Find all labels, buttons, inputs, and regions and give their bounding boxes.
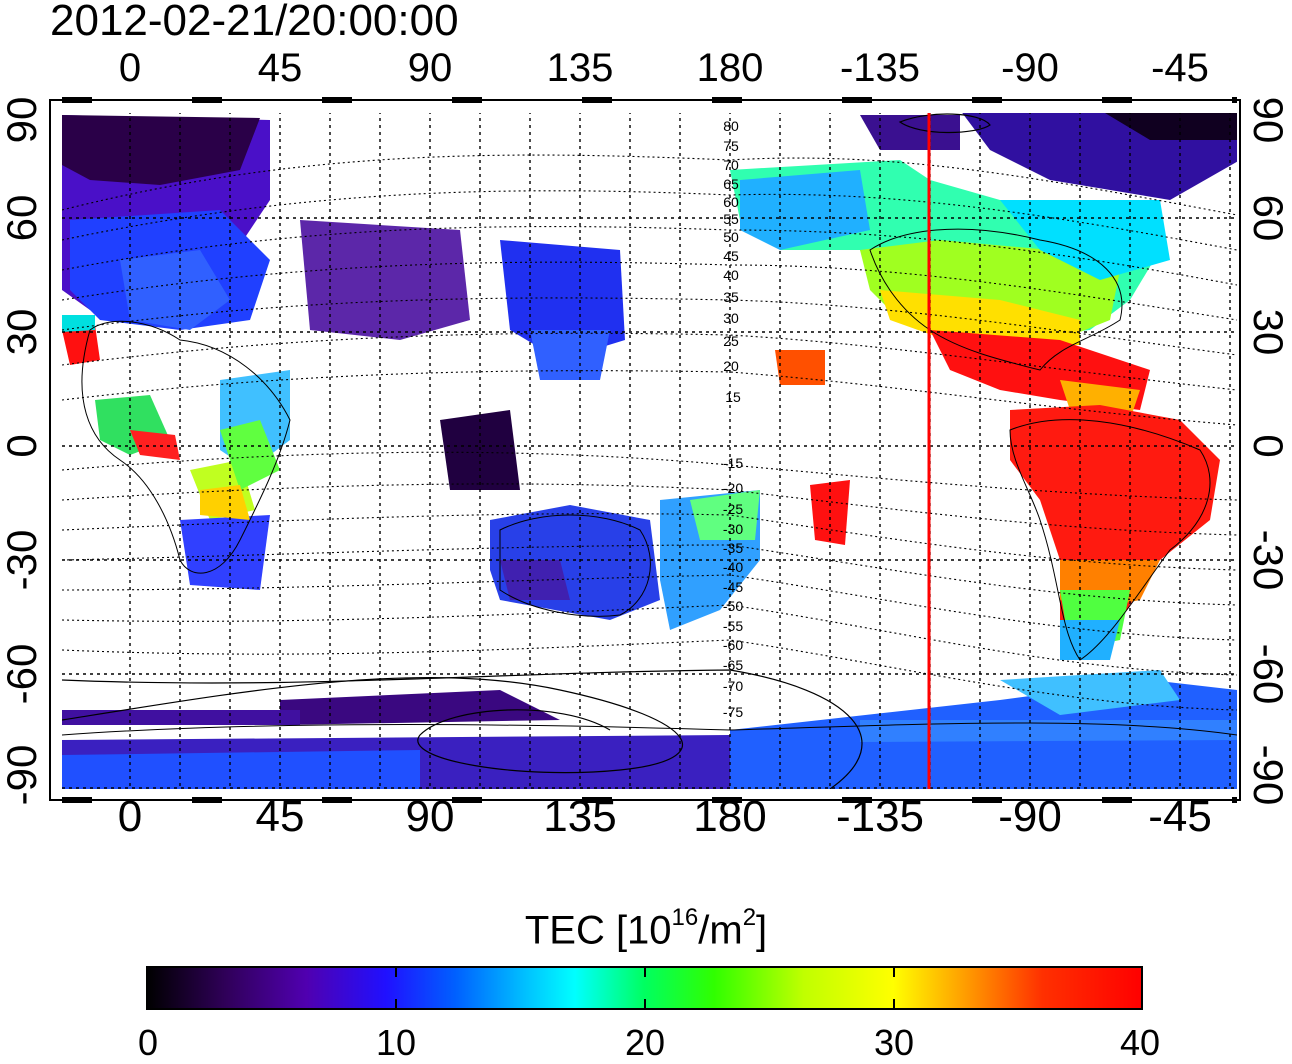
colorbar-label-suffix: ]	[756, 908, 768, 953]
bottom-tick-180: 180	[693, 792, 767, 841]
magnetic-contours-solid	[62, 113, 991, 789]
colorbar-tick-10: 10	[375, 1022, 417, 1063]
right-tick-90: 90	[1245, 96, 1292, 144]
contour-label: -15	[722, 455, 744, 471]
top-tick-minus135: -135	[839, 46, 921, 90]
left-tick-minus30: -30	[0, 529, 45, 591]
tec-field	[62, 113, 1237, 789]
contour-label: -40	[722, 559, 744, 575]
contour-label: 75	[723, 138, 739, 154]
contour-label: -55	[722, 618, 744, 634]
contour-label: -45	[722, 579, 744, 595]
contour-label: -50	[722, 598, 744, 614]
contour-label: 15	[725, 389, 741, 405]
colorbar-label-exponent2: 2	[742, 904, 757, 931]
contour-label: 55	[723, 211, 739, 227]
top-tick-0: 0	[118, 46, 142, 90]
coastlines	[62, 228, 1237, 736]
top-tick-minus45: -45	[1151, 46, 1209, 90]
bottom-tick-minus90: -90	[998, 792, 1062, 841]
colorbar-tick-20: 20	[624, 1022, 666, 1063]
contour-label: -75	[722, 704, 744, 720]
bottom-tick-0: 0	[117, 792, 143, 841]
top-tick-90: 90	[407, 46, 453, 90]
bottom-tick-90: 90	[405, 792, 455, 841]
left-tick-minus60: -60	[0, 643, 45, 705]
graticule	[62, 113, 1237, 789]
contour-label: -30	[722, 521, 744, 537]
bottom-tick-minus135: -135	[835, 792, 925, 841]
contour-label: -35	[722, 540, 744, 556]
contour-label: 60	[723, 194, 739, 210]
top-tick-180: 180	[696, 46, 764, 90]
contour-label: 45	[723, 248, 739, 264]
contour-label: 25	[723, 333, 739, 349]
top-tick-minus90: -90	[1001, 46, 1059, 90]
right-tick-60: 60	[1245, 194, 1292, 242]
contour-label: -70	[722, 678, 744, 694]
contour-label: 30	[723, 310, 739, 326]
contour-label: -65	[722, 657, 744, 673]
bottom-tick-45: 45	[255, 792, 305, 841]
colorbar-label-exponent: 16	[671, 904, 699, 931]
left-tick-0: 0	[0, 434, 45, 458]
bottom-tick-135: 135	[543, 792, 617, 841]
contour-label: 65	[723, 176, 739, 192]
colorbar-label-prefix: TEC [10	[524, 908, 672, 953]
colorbar-tick-30: 30	[873, 1022, 915, 1063]
colorbar-tick-40: 40	[1119, 1022, 1161, 1063]
contour-label: 50	[723, 229, 739, 245]
colorbar-ticks	[395, 967, 895, 1009]
right-tick-minus90: -90	[1245, 744, 1292, 806]
contour-label: -25	[722, 501, 744, 517]
colorbar-tick-0: 0	[137, 1022, 159, 1063]
right-tick-30: 30	[1245, 308, 1292, 356]
left-tick-minus90: -90	[0, 744, 45, 806]
contour-label: 70	[723, 157, 739, 173]
top-tick-135: 135	[546, 46, 614, 90]
contour-label: 40	[723, 267, 739, 283]
left-tick-60: 60	[0, 194, 45, 242]
contour-label: -20	[722, 480, 744, 496]
contour-label: -60	[722, 637, 744, 653]
colorbar-label-unit: /m	[698, 908, 743, 953]
contour-label: 80	[723, 118, 739, 134]
right-tick-minus60: -60	[1245, 643, 1292, 705]
contour-label: 20	[723, 358, 739, 374]
right-tick-0: 0	[1245, 434, 1292, 458]
bottom-tick-minus45: -45	[1148, 792, 1212, 841]
timestamp-title: 2012-02-21/20:00:00	[50, 0, 459, 45]
left-tick-30: 30	[0, 308, 45, 356]
magnetic-contours	[62, 154, 1237, 711]
left-tick-90: 90	[0, 96, 45, 144]
contour-label: 35	[723, 289, 739, 305]
right-tick-minus30: -30	[1245, 529, 1292, 591]
top-tick-45: 45	[257, 46, 303, 90]
colorbar-label: TEC [1016/m2]	[0, 904, 1292, 953]
